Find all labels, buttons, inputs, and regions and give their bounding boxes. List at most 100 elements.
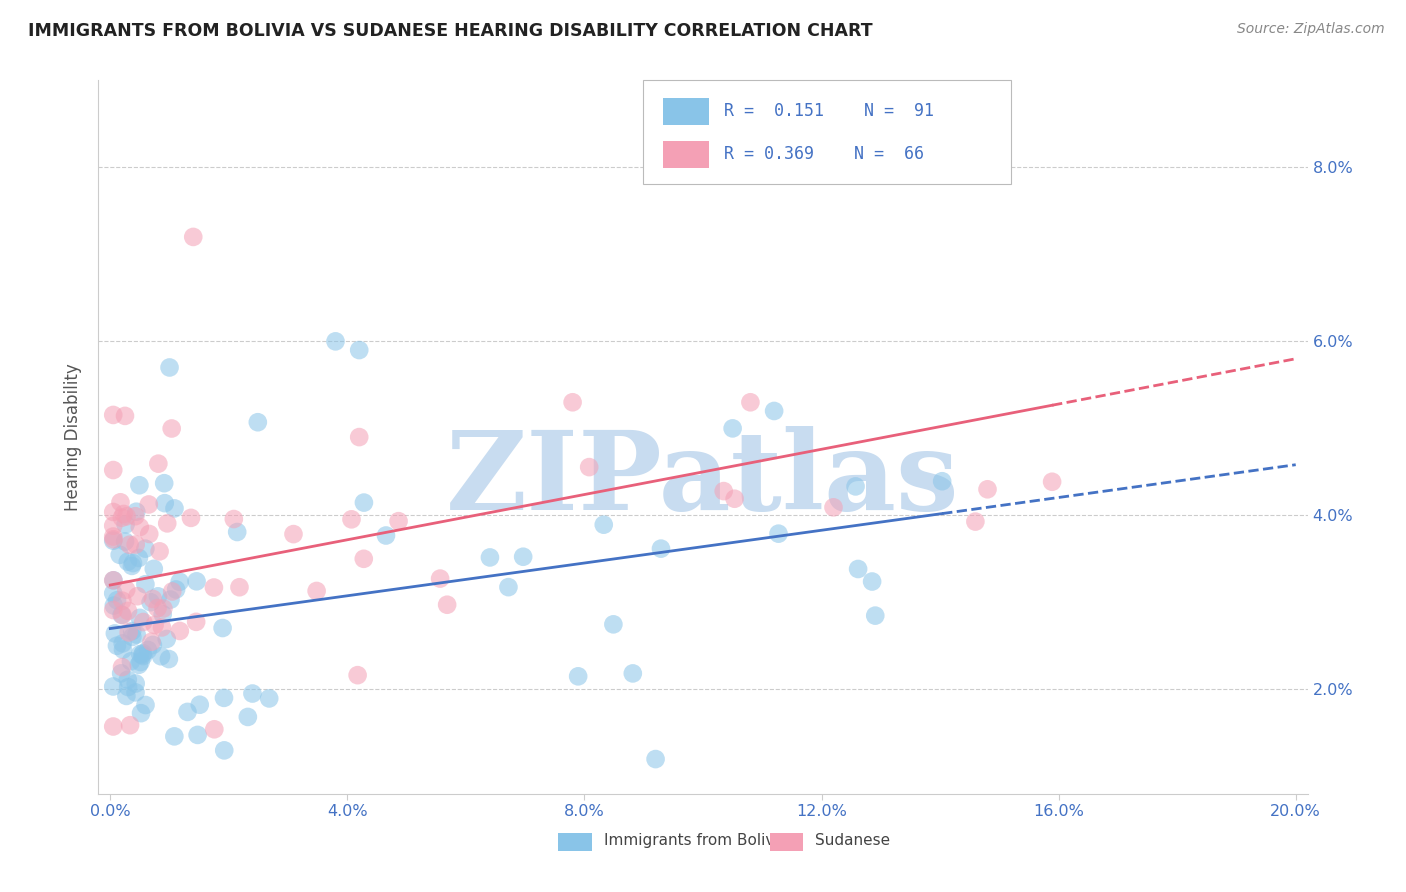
Point	[111, 642, 134, 657]
Point	[169, 624, 191, 638]
Point	[110, 666, 132, 681]
Text: Sudanese: Sudanese	[815, 833, 890, 847]
Point	[122, 556, 145, 570]
Point	[844, 479, 866, 493]
Text: IMMIGRANTS FROM BOLIVIA VS SUDANESE HEARING DISABILITY CORRELATION CHART: IMMIGRANTS FROM BOLIVIA VS SUDANESE HEAR…	[28, 22, 873, 40]
Point	[740, 395, 762, 409]
Point	[512, 549, 534, 564]
Point	[763, 404, 786, 418]
Point	[114, 409, 136, 423]
Point	[129, 655, 152, 669]
Point	[976, 483, 998, 497]
Point	[723, 491, 745, 506]
Point	[103, 530, 125, 544]
Point	[110, 495, 132, 509]
Point	[180, 511, 202, 525]
Point	[125, 505, 148, 519]
Point	[114, 517, 136, 532]
Point	[103, 518, 125, 533]
Point	[104, 626, 127, 640]
Point	[138, 498, 160, 512]
Point	[153, 496, 176, 510]
Point	[387, 514, 409, 528]
Point	[117, 680, 139, 694]
Point	[163, 501, 186, 516]
Point	[153, 476, 176, 491]
Point	[561, 395, 583, 409]
Point	[125, 676, 148, 690]
Point	[202, 581, 225, 595]
Point	[103, 603, 125, 617]
Point	[157, 652, 180, 666]
Point	[111, 660, 134, 674]
Point	[236, 710, 259, 724]
Point	[141, 634, 163, 648]
Point	[650, 541, 672, 556]
Point	[117, 604, 139, 618]
Point	[114, 534, 136, 549]
Point	[160, 421, 183, 435]
Point	[129, 647, 152, 661]
Point	[111, 608, 134, 623]
Point	[478, 550, 501, 565]
Point	[152, 607, 174, 622]
Point	[115, 509, 138, 524]
Text: R =  0.151    N =  91: R = 0.151 N = 91	[724, 102, 934, 120]
Point	[931, 475, 953, 489]
Point	[103, 719, 125, 733]
Point	[103, 574, 125, 588]
Point	[146, 590, 169, 604]
Point	[105, 593, 128, 607]
Point	[142, 638, 165, 652]
Bar	[664, 98, 709, 125]
Point	[121, 630, 143, 644]
Point	[117, 555, 139, 569]
Point	[138, 527, 160, 541]
Point	[162, 584, 184, 599]
Point	[142, 562, 165, 576]
Point	[186, 574, 208, 589]
Point	[129, 706, 152, 721]
Point	[212, 690, 235, 705]
Point	[163, 730, 186, 744]
Point	[134, 698, 156, 712]
Point	[111, 607, 134, 622]
Point	[340, 512, 363, 526]
Point	[103, 680, 125, 694]
Point	[498, 580, 520, 594]
Point	[621, 666, 644, 681]
Point	[429, 572, 451, 586]
Point	[112, 507, 135, 521]
Point	[121, 624, 143, 638]
Point	[578, 460, 600, 475]
Point	[108, 548, 131, 562]
FancyBboxPatch shape	[643, 80, 1011, 184]
Point	[228, 580, 250, 594]
Point	[111, 636, 134, 650]
Point	[159, 360, 181, 375]
Point	[103, 505, 125, 519]
Point	[128, 611, 150, 625]
Y-axis label: Hearing Disability: Hearing Disability	[65, 363, 83, 511]
Point	[713, 484, 735, 499]
Point	[246, 415, 269, 429]
Text: R = 0.369    N =  66: R = 0.369 N = 66	[724, 145, 924, 162]
Point	[120, 654, 142, 668]
Point	[186, 615, 208, 629]
Point	[181, 230, 204, 244]
Point	[305, 584, 328, 599]
Point	[1040, 475, 1063, 489]
Bar	[664, 141, 709, 168]
Point	[148, 457, 170, 471]
Point	[156, 632, 179, 646]
Point	[283, 527, 305, 541]
Point	[149, 544, 172, 558]
Point	[103, 586, 125, 600]
Point	[187, 728, 209, 742]
Point	[111, 510, 134, 524]
Point	[103, 574, 125, 588]
Point	[103, 533, 125, 547]
Point	[118, 538, 141, 552]
Point	[103, 408, 125, 422]
Point	[165, 582, 187, 597]
